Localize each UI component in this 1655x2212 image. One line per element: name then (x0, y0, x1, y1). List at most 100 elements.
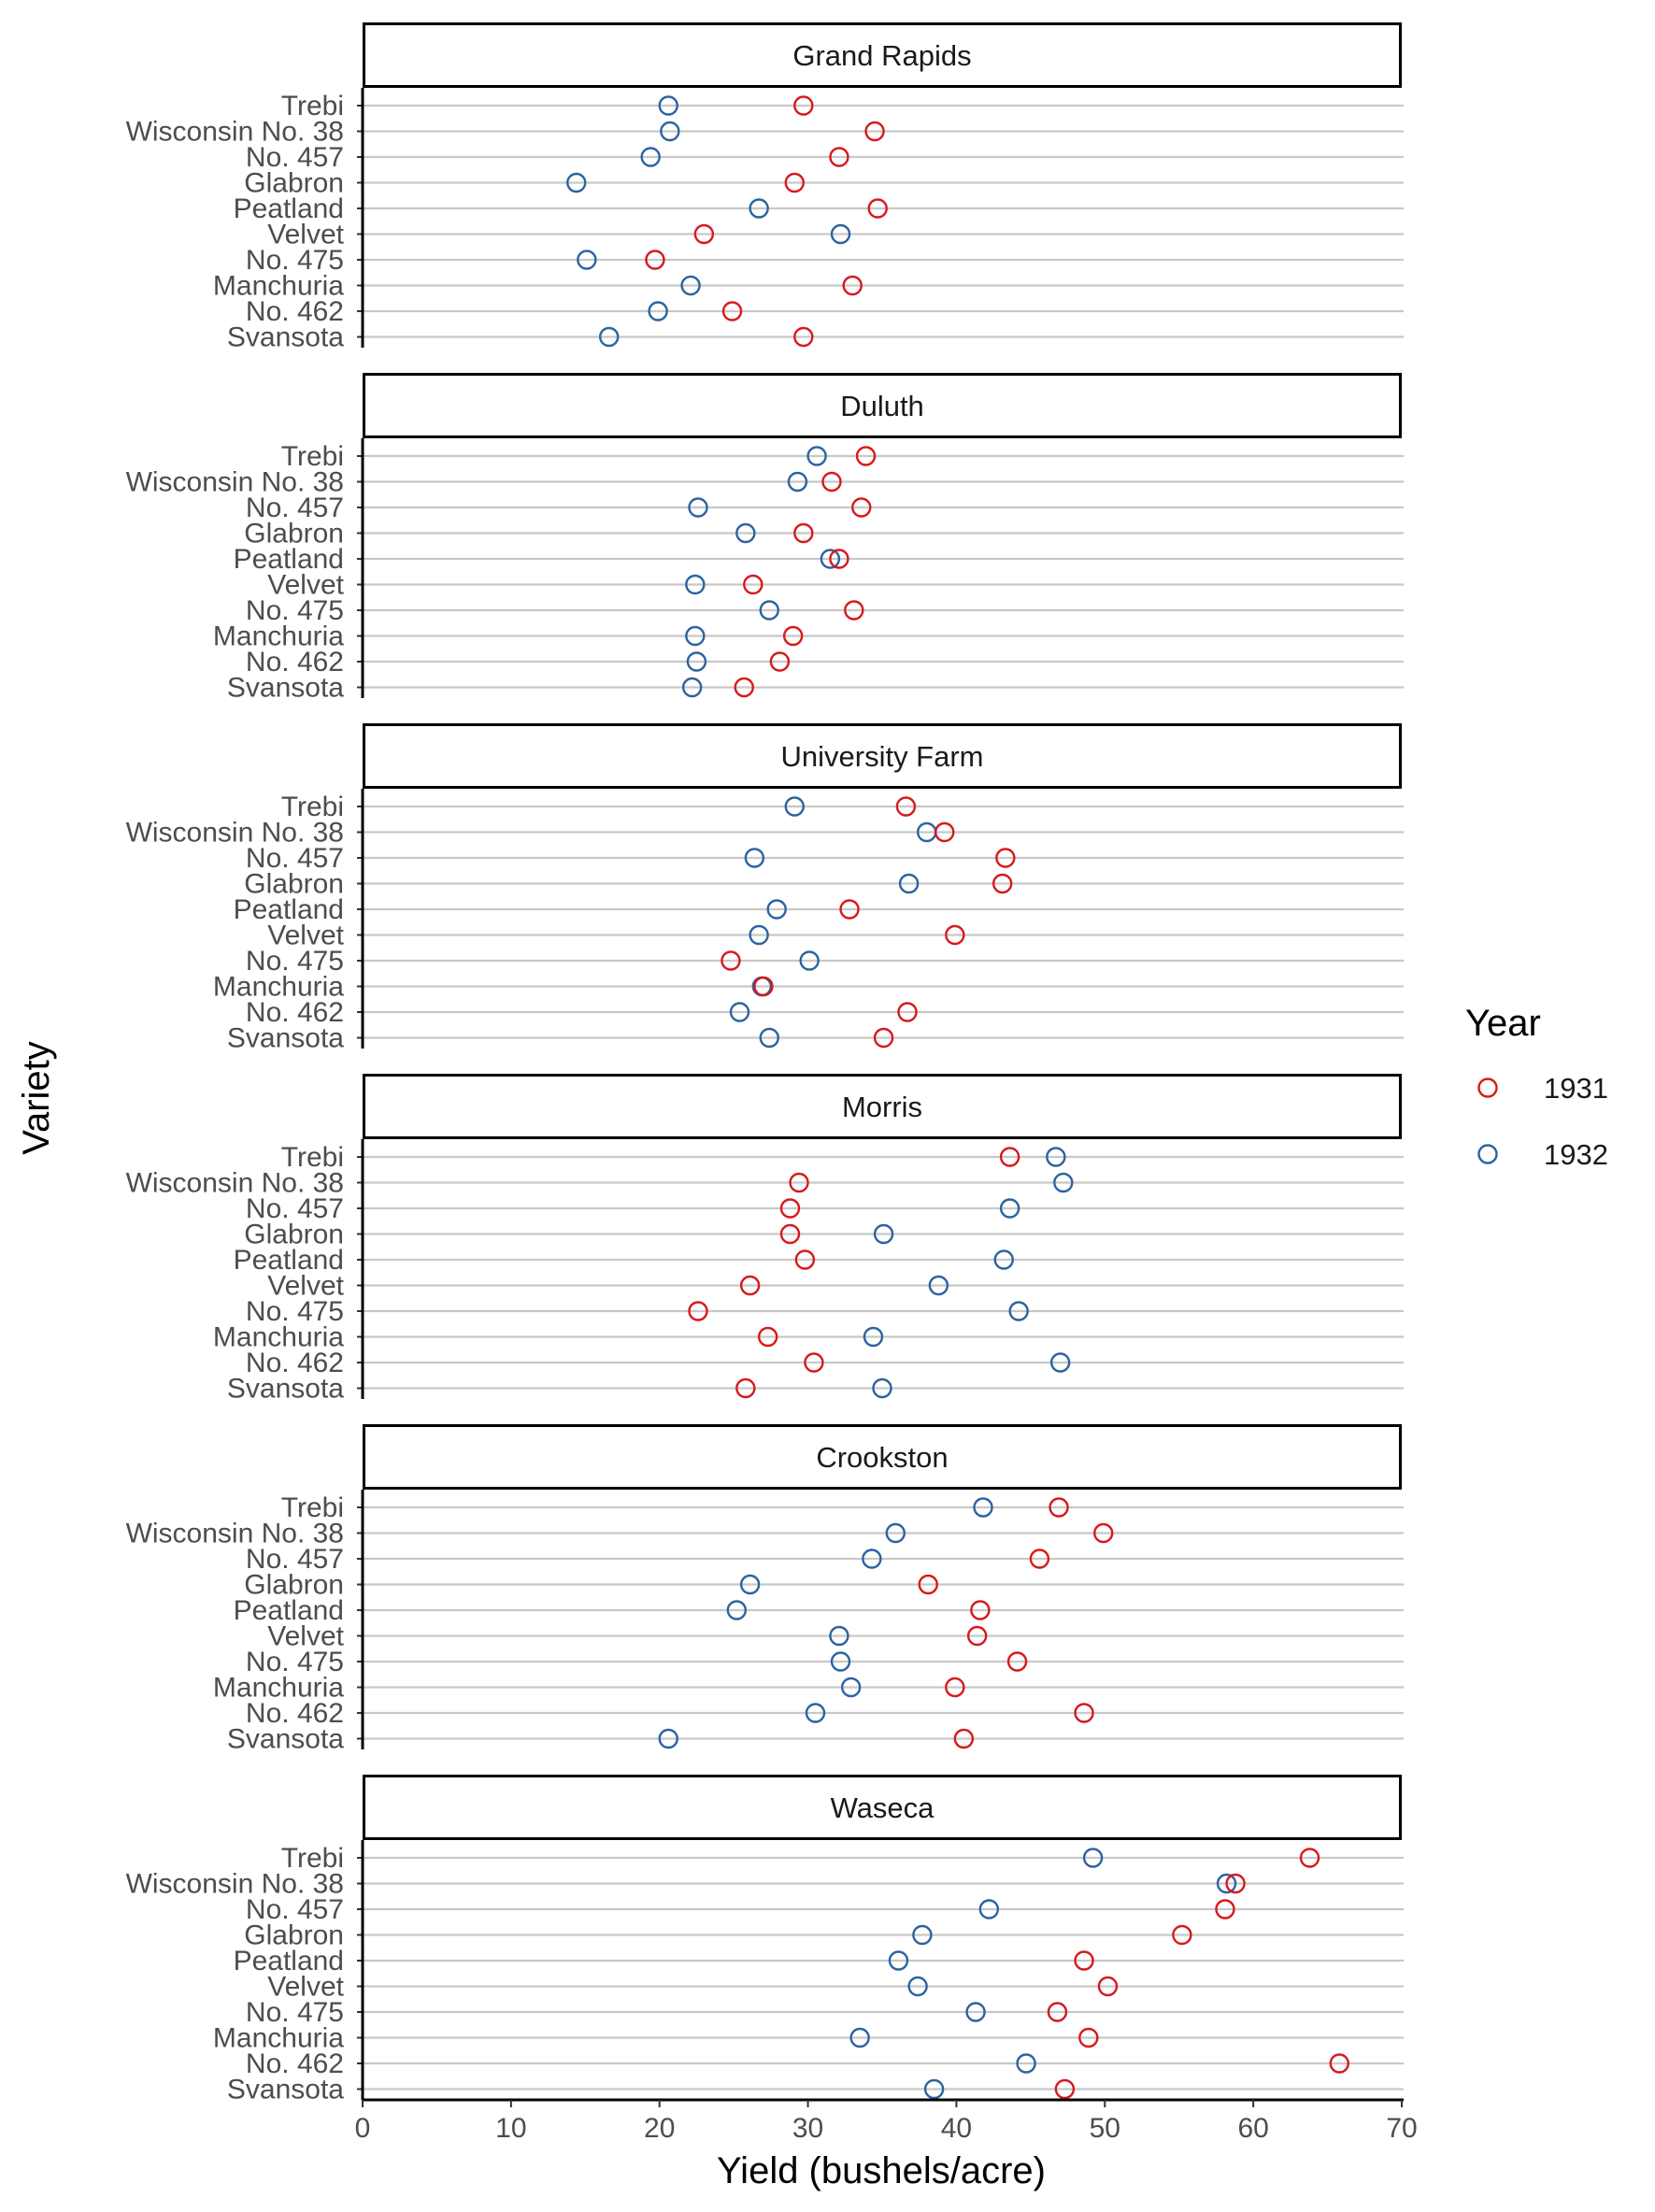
data-point-1932 (973, 1497, 993, 1518)
y-tick-label: No. 475 (246, 1997, 344, 2028)
y-tick-label: Wisconsin No. 38 (126, 1869, 344, 1900)
data-point-1932 (729, 1002, 750, 1022)
data-point-1931 (1092, 1522, 1114, 1544)
data-point-1932 (739, 1574, 761, 1595)
y-tick-label: Svansota (227, 2075, 344, 2105)
data-point-1932 (681, 677, 703, 698)
data-point-1931 (693, 223, 715, 245)
data-point-1931 (782, 625, 804, 647)
data-point-1932 (685, 625, 706, 647)
panel-strip-label: Crookston (816, 1441, 948, 1474)
panel-strip-label: Morris (842, 1091, 922, 1123)
x-tick-label: 30 (792, 2113, 823, 2144)
y-tick-label: Manchuria (213, 2023, 344, 2054)
data-point-1932 (1216, 1873, 1237, 1894)
data-point-1932 (640, 147, 661, 167)
data-point-1932 (806, 446, 827, 466)
x-tick-label: 0 (355, 2113, 371, 2144)
data-point-1931 (688, 1301, 708, 1321)
legend-label: 1932 (1544, 1138, 1608, 1171)
data-point-1931 (1078, 2027, 1099, 2048)
y-tick-label: Glabron (244, 1220, 344, 1250)
data-point-1931 (897, 1002, 918, 1022)
x-axis: 0 10 20 30 40 50 60 70 (355, 2098, 1418, 2144)
y-tick-label: Velvet (267, 220, 344, 250)
x-tick-label: 10 (495, 2113, 526, 2144)
panel-strip (363, 373, 1402, 438)
data-point-1932 (829, 1625, 849, 1647)
data-point-1931 (793, 95, 814, 116)
data-point-1932 (849, 2027, 870, 2048)
data-point-1932 (759, 600, 779, 621)
y-tick-label: Velvet (267, 1621, 344, 1652)
panel-strip (363, 1424, 1402, 1490)
data-point-1932 (872, 1377, 892, 1399)
y-tick-label: Manchuria (213, 621, 344, 652)
data-point-1932 (749, 924, 769, 946)
data-point-1932 (726, 1600, 748, 1620)
data-point-1932 (599, 326, 620, 348)
panel-strip-label: Duluth (840, 390, 924, 422)
y-tick-label: Svansota (227, 673, 344, 704)
y-tick-label: Wisconsin No. 38 (126, 117, 344, 148)
y-tick-label: Glabron (244, 869, 344, 900)
data-point-1932 (660, 121, 680, 142)
data-point-1931 (645, 250, 665, 270)
y-tick-label: No. 457 (246, 492, 344, 523)
data-point-1932 (688, 497, 708, 518)
data-point-1931 (873, 1027, 894, 1049)
y-tick-label: Glabron (244, 1920, 344, 1951)
panel-strip-label: Waseca (831, 1791, 935, 1824)
y-tick-label: Trebi (281, 792, 344, 822)
y-tick-label: Svansota (227, 1023, 344, 1054)
data-point-1931 (1225, 1873, 1246, 1894)
legend-marker (1477, 1077, 1498, 1098)
panel-strip-label: Grand Rapids (792, 39, 971, 72)
y-tick-label: Peatland (234, 894, 344, 925)
data-point-1931 (779, 1198, 801, 1219)
data-point-1931 (995, 848, 1016, 868)
data-point-1931 (945, 1677, 965, 1698)
data-point-1932 (928, 1275, 949, 1296)
data-point-1931 (721, 301, 743, 321)
y-tick-label: No. 475 (246, 595, 344, 626)
panel-strip (363, 1775, 1402, 1840)
data-point-1932 (566, 172, 587, 193)
data-point-1931 (1329, 2053, 1349, 2074)
data-point-1931 (794, 1249, 816, 1270)
data-point-1932 (907, 1976, 928, 1997)
y-tick-label: No. 457 (246, 1894, 344, 1925)
data-point-1932 (1016, 2053, 1036, 2074)
data-point-1931 (918, 1574, 938, 1595)
x-tick-label: 60 (1237, 2113, 1268, 2144)
y-tick-label: No. 457 (246, 1544, 344, 1575)
data-point-1932 (1082, 1848, 1104, 1868)
y-tick-label: No. 457 (246, 142, 344, 173)
y-tick-label: Wisconsin No. 38 (126, 1168, 344, 1199)
data-point-1932 (912, 1924, 933, 1946)
y-tick-label: No. 475 (246, 1296, 344, 1327)
data-point-1932 (766, 899, 787, 920)
y-tick-label: No. 462 (246, 296, 344, 327)
y-tick-label: No. 457 (246, 843, 344, 874)
y-tick-label: Svansota (227, 1724, 344, 1755)
y-tick-label: Manchuria (213, 1673, 344, 1704)
data-point-1932 (784, 796, 805, 817)
data-point-1932 (787, 471, 808, 492)
data-point-1932 (888, 1950, 909, 1971)
data-point-1931 (1299, 1848, 1320, 1868)
y-tick-label: Glabron (244, 1570, 344, 1601)
y-tick-label: Velvet (267, 1271, 344, 1302)
x-tick-label: 20 (644, 2113, 675, 2144)
y-tick-label: Trebi (281, 441, 344, 472)
data-point-1932 (840, 1677, 862, 1698)
data-point-1932 (1049, 1352, 1071, 1373)
y-tick-label: No. 462 (246, 2048, 344, 2079)
data-point-1932 (1046, 1147, 1066, 1167)
data-point-1931 (999, 1147, 1020, 1167)
